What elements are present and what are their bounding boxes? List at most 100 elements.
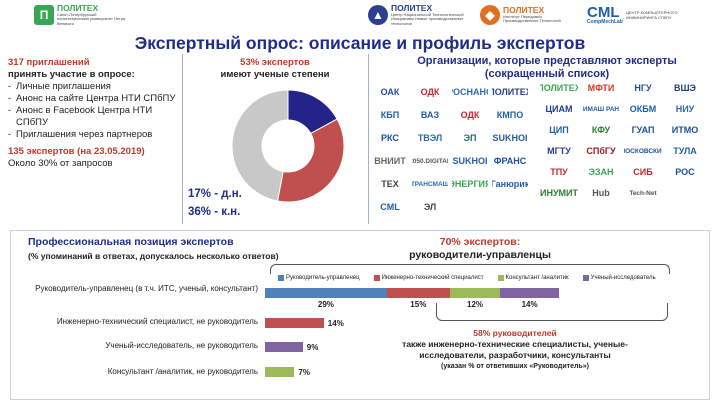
- invites-accepted: принять участие в опросе:: [8, 69, 135, 80]
- org-logo: КФУ: [591, 125, 611, 135]
- degrees-percent: 53% экспертов: [240, 57, 310, 68]
- polytech-mark-icon: П: [34, 5, 54, 25]
- org-logo: ВАЗ: [420, 110, 440, 120]
- logo-sub: Институт Передовых Производственных Техн…: [503, 14, 561, 24]
- logo-extra: CompMechLab: [587, 19, 623, 26]
- org-logo: НГУ: [634, 83, 652, 93]
- note-text: также инженерно-технические специалисты,…: [402, 339, 628, 360]
- managers-note: 58% руководителей также инженерно-технич…: [400, 328, 630, 372]
- pie-label-doctors: 17% - д.н.: [188, 188, 242, 200]
- legend-item: Руководитель-управленец: [278, 275, 360, 281]
- org-logo: СПбГУ: [586, 146, 616, 156]
- degrees-pie-chart: [231, 89, 345, 203]
- logo-polytech-spbpu: П ПОЛИТЕХ Санкт-Петербургский политехнич…: [34, 0, 127, 30]
- legend-label: Консультант /аналитик: [505, 275, 569, 281]
- bar-value-label: 9%: [306, 343, 319, 352]
- bar-segment: [265, 288, 387, 298]
- legend-swatch: [278, 275, 284, 281]
- bar-segment: [449, 288, 501, 298]
- org-logo: ЦИАМ: [545, 104, 573, 114]
- logo-polytech-ippt: ◆ ПОЛИТЕХ Институт Передовых Производств…: [480, 0, 575, 30]
- invitations-block: 317 приглашений принять участие в опросе…: [8, 57, 178, 170]
- org-logo: РОС: [675, 167, 695, 177]
- legend-item: Ученый-исследователь: [582, 275, 656, 281]
- bar-category-label: Инженерно-технический специалист, не рук…: [56, 317, 258, 326]
- org-logo: МОСКОВСКИЙ: [624, 147, 662, 155]
- org-logo: ТВЭЛ: [417, 133, 443, 143]
- pie-slice: [276, 118, 345, 203]
- pie-label-candidates: 36% - к.н.: [188, 206, 241, 218]
- org-logo: ВНИИТ: [374, 156, 406, 166]
- org-logo: ОКБМ: [629, 104, 657, 114]
- org-logo: ПОЛИТЕХ: [540, 83, 578, 93]
- org-logo: CML: [380, 202, 400, 212]
- bar-segment: [386, 288, 450, 298]
- org-logo: SUKHOI: [452, 156, 488, 166]
- legend-swatch: [582, 275, 589, 281]
- org-logo: ИНУМИТ: [540, 188, 578, 198]
- note-small: (указан % от ответивших «Руководитель»): [441, 363, 589, 370]
- legend-swatch: [373, 275, 380, 281]
- legend-swatch: [497, 275, 504, 281]
- org-logo: Tech-Net: [629, 189, 657, 197]
- managers-label: руководители-управленцы: [409, 249, 551, 261]
- bar-segment: [500, 288, 559, 298]
- bar-value-label: 15%: [410, 300, 427, 309]
- list-item: Приглашения через партнеров: [8, 129, 178, 141]
- list-item: Анонс в Facebook Центра НТИ СПбПУ: [8, 105, 178, 129]
- org-logo: ЭНЕРГИЯ: [452, 179, 488, 189]
- org-logo: ОАК: [380, 87, 400, 97]
- logo-sub: Центр Национальной Технологической Иници…: [391, 12, 464, 26]
- org-logo: ТПУ: [550, 167, 568, 177]
- bar-category-label: Ученый-исследователь, не руководитель: [105, 341, 258, 350]
- org-logo: 2050.DIGITAL: [412, 157, 448, 165]
- divider: [182, 54, 183, 224]
- page-title: Экспертный опрос: описание и профиль экс…: [134, 33, 586, 53]
- org-logo: Ганюрик: [492, 179, 528, 189]
- org-logo: КМПО: [496, 110, 524, 120]
- logo-name: ПОЛИТЕХ: [503, 5, 545, 16]
- bar: [265, 318, 324, 328]
- legend-label: Руководитель-управленец: [286, 275, 360, 281]
- legend-label: Ученый-исследователь: [590, 275, 656, 281]
- list-item: Личные приглашения: [8, 81, 178, 93]
- org-logo: ЭЛ: [423, 202, 437, 212]
- bar-value-label: 7%: [298, 368, 310, 377]
- bar-legend: Руководитель-управленец Инженерно-технич…: [278, 275, 668, 281]
- org-logo: НИУ: [675, 104, 695, 114]
- org-logo: ОДК: [460, 110, 480, 120]
- org-logo: РКС: [381, 133, 399, 143]
- org-logo: МФТИ: [587, 83, 615, 93]
- polytech-mark-icon: ◆: [480, 5, 500, 25]
- managers-percent: 70% экспертов:: [439, 236, 521, 248]
- org-logo: Hub: [592, 188, 610, 198]
- org-logo: ФРАНС: [493, 156, 527, 166]
- bar-category-label: Консультант /аналитик, не руководитель: [107, 367, 258, 376]
- org-logo: SUKHOI: [492, 133, 528, 143]
- org-logo: ТЕХ: [381, 179, 399, 189]
- org-logo: ГУАП: [631, 125, 655, 135]
- logo-sub: ЦЕНТР КОМПЬЮТЕРНОГО ИНЖИНИРИНГА СПбПУ: [625, 10, 678, 20]
- org-logo: ТУЛА: [673, 146, 697, 156]
- bar-value-label: 14%: [327, 319, 344, 328]
- managers-bracket: [270, 264, 670, 274]
- logo-cml: CML CompMechLab ЦЕНТР КОМПЬЮТЕРНОГО ИНЖИ…: [587, 0, 686, 30]
- profession-subtitle: (% упоминаний в ответах, допускалось нес…: [28, 251, 279, 261]
- org-logo: РОСНАНО: [452, 87, 488, 97]
- legend-label: Инженерно-технический специалист: [381, 275, 484, 281]
- divider: [368, 54, 369, 224]
- org-logo: СИБ: [633, 167, 653, 177]
- bar-category-label: Руководитель-управленец (в т.ч. ИТС, уче…: [35, 284, 258, 293]
- org-logo: ЭП: [463, 133, 477, 143]
- logo-sub: Санкт-Петербургский политехнический унив…: [57, 12, 126, 26]
- list-item: Анонс на сайте Центра НТИ СПбПУ: [8, 93, 178, 105]
- bar-value-label: 12%: [467, 300, 484, 309]
- managers-header: 70% экспертов: руководители-управленцы: [380, 236, 580, 262]
- org-logo: ЭЗАН: [588, 167, 614, 177]
- logo-name: CML: [587, 3, 620, 21]
- experts-count: 135 экспертов (на 23.05.2019): [8, 146, 145, 157]
- org-logo: КБП: [380, 110, 400, 120]
- bar-value-label: 14%: [521, 300, 538, 309]
- org-logo: ИМАШ РАН: [582, 105, 620, 113]
- experts-share: Около 30% от запросов: [8, 158, 113, 169]
